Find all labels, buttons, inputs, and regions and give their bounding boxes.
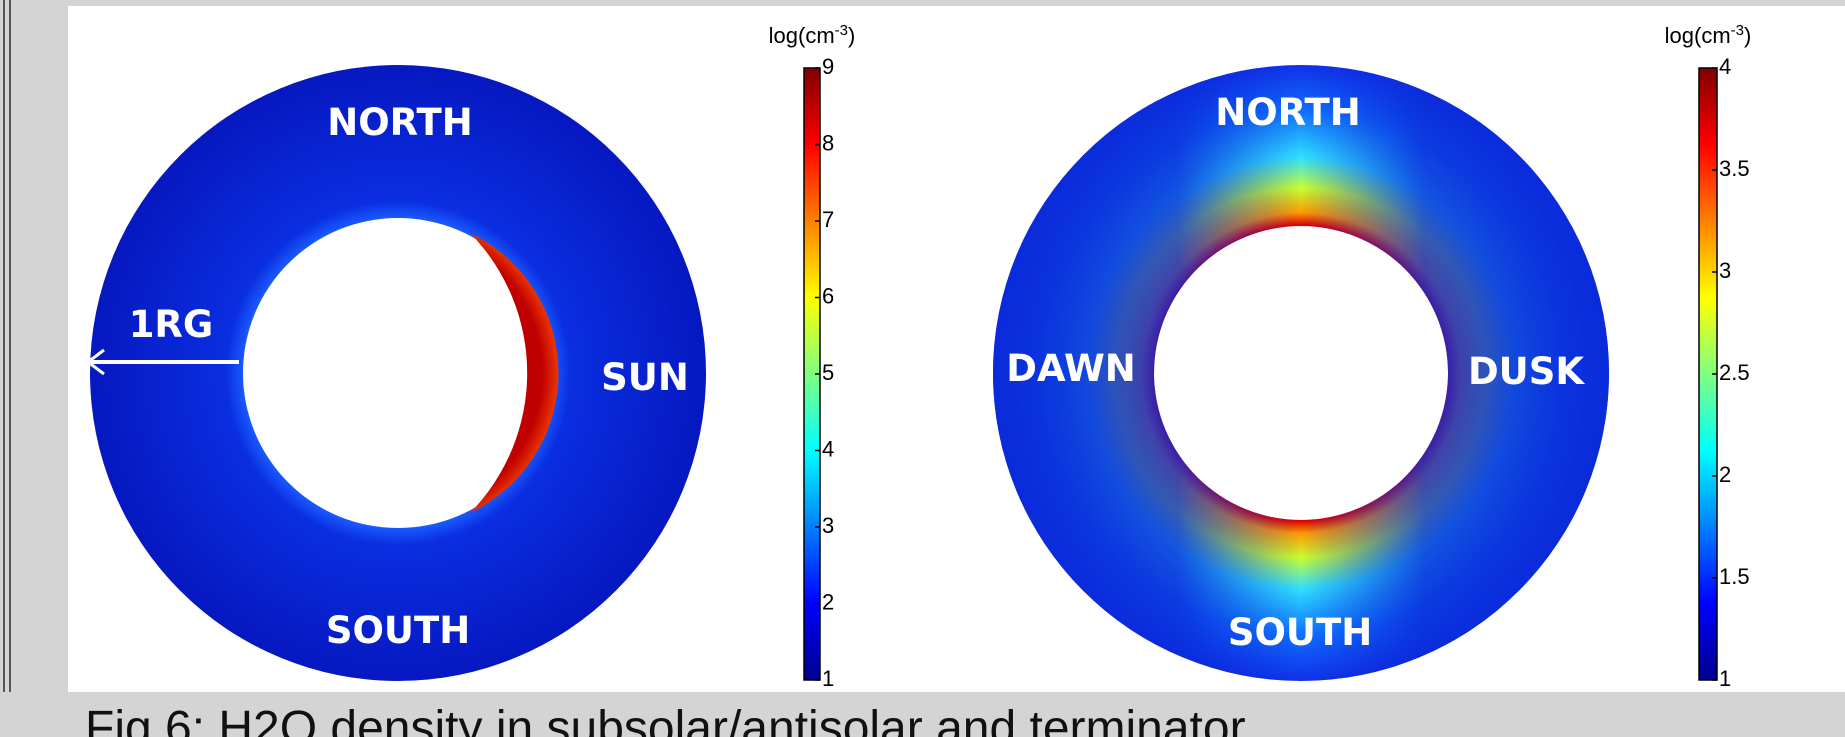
colorbar-tick-label: 1: [1719, 666, 1731, 691]
caption: Fig 6: H2O density in subsolar/antisolar…: [85, 702, 1246, 737]
colorbar-tick-label: 3: [1719, 258, 1731, 283]
unit-exponent: -3: [835, 22, 848, 39]
density-crescent: [470, 233, 559, 513]
region-label: DAWN: [1006, 347, 1135, 390]
colorbar-tick-label: 2.5: [1719, 360, 1750, 385]
colorbar-tick-label: 2: [822, 589, 834, 614]
scale-label: 1RG: [129, 303, 214, 346]
colorbar-tick-label: 8: [822, 130, 834, 155]
colorbar-tick-label: 3.5: [1719, 156, 1750, 181]
colorbar-tick-label: 5: [822, 360, 834, 385]
region-label: DUSK: [1468, 350, 1585, 393]
colorbar-tick-label: 6: [822, 283, 834, 308]
region-label: NORTH: [327, 101, 472, 144]
region-label: SOUTH: [326, 609, 470, 652]
unit-base: log(cm: [1665, 23, 1731, 48]
colorbar-tick-label: 1.5: [1719, 564, 1750, 589]
unit-close: ): [848, 23, 855, 48]
region-label: NORTH: [1215, 91, 1360, 134]
colorbar-tick-label: 4: [1719, 54, 1731, 79]
colorbar-unit: log(cm-3): [1665, 22, 1752, 48]
colorbar-tick-label: 2: [1719, 462, 1731, 487]
caption-bar: [0, 692, 1845, 737]
colorbar-tick-label: 1: [822, 666, 834, 691]
colorbar-tick-label: 9: [822, 54, 834, 79]
region-label: SOUTH: [1228, 611, 1372, 654]
colorbar-tick-label: 4: [822, 436, 834, 461]
density-ring-sides: [993, 65, 1609, 681]
colorbar-tick-label: 7: [822, 207, 834, 232]
region-label: SUN: [601, 356, 689, 399]
arrow-head: [85, 348, 105, 376]
density-ring: [90, 65, 706, 681]
unit-exponent: -3: [1731, 22, 1744, 39]
colorbar-tick-label: 3: [822, 513, 834, 538]
unit-base: log(cm: [769, 23, 835, 48]
colorbar-unit: log(cm-3): [769, 22, 856, 48]
unit-close: ): [1744, 23, 1751, 48]
